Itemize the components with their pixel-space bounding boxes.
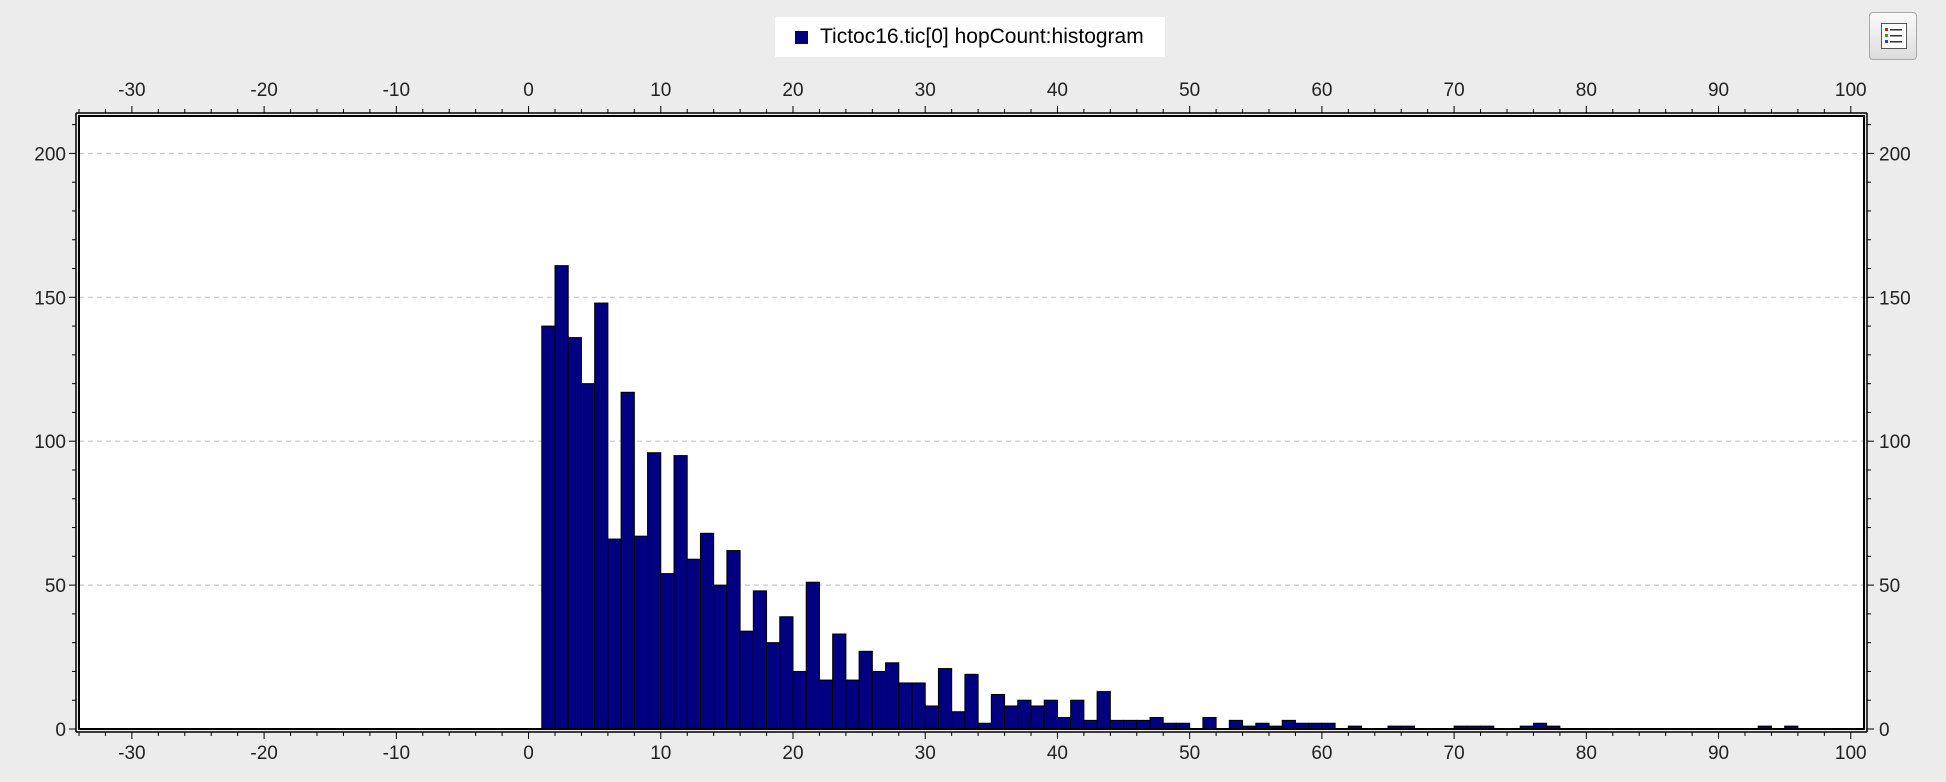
- legend-swatch: [795, 30, 808, 44]
- x-tick-label-top: 70: [1444, 80, 1465, 101]
- histogram-bar: [739, 630, 754, 730]
- histogram-bar: [990, 693, 1006, 730]
- y-tick-label-right: 200: [1879, 144, 1911, 165]
- histogram-bar: [871, 670, 887, 730]
- y-tick-label-left: 150: [34, 288, 66, 309]
- x-tick-label-bottom: 30: [915, 743, 936, 764]
- histogram-bar: [567, 337, 582, 730]
- histogram-bar: [766, 642, 781, 730]
- histogram-bar: [898, 682, 913, 730]
- histogram-bar: [1096, 691, 1111, 730]
- histogram-bar: [805, 581, 820, 730]
- histogram-bar: [1149, 716, 1164, 730]
- histogram-bar: [554, 265, 569, 730]
- histogram-bar: [1030, 705, 1045, 730]
- x-tick-label-bottom: -20: [250, 743, 277, 764]
- x-tick-label-bottom: 70: [1444, 743, 1465, 764]
- x-tick-label-bottom: -10: [383, 743, 410, 764]
- y-tick-label-left: 50: [45, 576, 66, 597]
- histogram-bar: [607, 538, 622, 730]
- x-tick-label-top: -20: [250, 80, 277, 101]
- histogram-bar: [885, 662, 900, 730]
- histogram-bar: [752, 590, 768, 730]
- histogram-bar: [541, 325, 556, 730]
- histogram-bar: [660, 573, 675, 730]
- legend-label: Tictoc16.tic[0] hopCount:histogram: [820, 25, 1144, 48]
- histogram-bar: [832, 633, 847, 730]
- y-tick-label-right: 50: [1879, 576, 1900, 597]
- x-tick-label-bottom: -30: [118, 743, 145, 764]
- x-tick-label-top: 90: [1708, 80, 1729, 101]
- histogram-bar: [858, 650, 873, 730]
- histogram-bar: [911, 682, 926, 730]
- histogram-bar: [580, 383, 596, 730]
- histogram-bar: [1083, 719, 1098, 730]
- histogram-bar: [1070, 699, 1085, 730]
- plot-frame: [78, 115, 1865, 730]
- histogram-bar: [818, 679, 834, 730]
- plot-area: [79, 116, 1864, 729]
- x-tick-label-bottom: 20: [782, 743, 803, 764]
- x-tick-label-top: 100: [1835, 80, 1867, 101]
- x-tick-label-bottom: 0: [523, 743, 534, 764]
- histogram-bar: [1228, 719, 1244, 730]
- y-tick-label-right: 150: [1879, 288, 1911, 309]
- histogram-bar: [779, 616, 794, 730]
- y-tick-label-left: 0: [55, 720, 66, 741]
- legend-list-icon: [1881, 23, 1907, 49]
- histogram-bar: [1109, 719, 1125, 730]
- y-tick-label-right: 0: [1879, 720, 1890, 741]
- histogram-bar: [726, 550, 741, 730]
- legend-options-button[interactable]: [1869, 12, 1917, 60]
- histogram-bar: [1043, 699, 1058, 730]
- histogram-bar: [964, 673, 979, 730]
- histogram-bar: [713, 584, 728, 730]
- x-tick-label-top: -30: [118, 80, 145, 101]
- y-tick-label-left: 100: [34, 432, 66, 453]
- x-tick-label-top: -10: [383, 80, 410, 101]
- x-tick-label-top: 80: [1576, 80, 1597, 101]
- x-tick-label-bottom: 50: [1179, 743, 1200, 764]
- x-tick-label-bottom: 10: [650, 743, 671, 764]
- histogram-bar: [594, 302, 609, 730]
- histogram-bar: [647, 452, 662, 730]
- histogram-bar: [1136, 719, 1151, 730]
- histogram-bar: [924, 705, 939, 730]
- x-tick-label-bottom: 90: [1708, 743, 1729, 764]
- histogram-bar: [937, 668, 953, 730]
- histogram-bar: [845, 679, 860, 730]
- histogram-bar: [792, 670, 807, 730]
- histogram-bar: [1123, 719, 1138, 730]
- histogram-bar: [699, 532, 715, 730]
- histogram-bar: [1017, 699, 1032, 730]
- x-tick-label-bottom: 60: [1311, 743, 1332, 764]
- histogram-bar: [951, 711, 966, 730]
- x-tick-label-top: 10: [650, 80, 671, 101]
- x-tick-label-top: 50: [1179, 80, 1200, 101]
- histogram-bar: [1202, 716, 1217, 730]
- chart-legend: Tictoc16.tic[0] hopCount:histogram: [775, 17, 1165, 57]
- x-tick-label-top: 40: [1047, 80, 1068, 101]
- x-tick-label-top: 30: [915, 80, 936, 101]
- x-tick-label-bottom: 80: [1576, 743, 1597, 764]
- histogram-bar: [633, 535, 649, 730]
- histogram-bar: [1056, 716, 1072, 730]
- histogram-bar: [1281, 719, 1296, 730]
- y-tick-label-right: 100: [1879, 432, 1911, 453]
- x-tick-label-bottom: 100: [1835, 743, 1867, 764]
- histogram-bar: [1004, 705, 1019, 730]
- histogram-bar: [620, 391, 635, 730]
- histogram-bar: [673, 455, 688, 730]
- x-tick-label-top: 20: [782, 80, 803, 101]
- histogram-bar: [686, 558, 701, 730]
- x-tick-label-top: 0: [523, 80, 534, 101]
- x-tick-label-bottom: 40: [1047, 743, 1068, 764]
- x-tick-label-top: 60: [1311, 80, 1332, 101]
- y-tick-label-left: 200: [34, 144, 66, 165]
